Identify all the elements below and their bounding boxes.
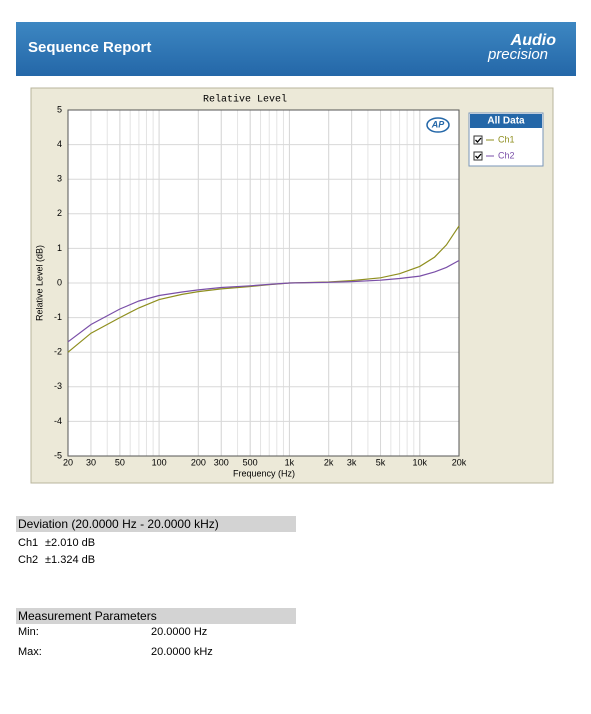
legend-checkbox xyxy=(473,151,483,161)
y-tick-label: 1 xyxy=(57,243,62,253)
report-title: Sequence Report xyxy=(28,39,152,56)
y-tick-label: 3 xyxy=(57,174,62,184)
badge: AP xyxy=(431,119,445,129)
plot-area xyxy=(67,109,460,457)
param-value: 20.0000 Hz xyxy=(151,626,208,638)
legend-header xyxy=(470,114,542,128)
legend-check xyxy=(475,153,482,159)
legend-check xyxy=(475,137,482,143)
x-tick-label: 20k xyxy=(452,457,467,467)
y-tick-label: 0 xyxy=(57,277,62,287)
x-tick-label: 2k xyxy=(324,457,334,467)
section-title: Deviation (20.0000 Hz - 20.0000 kHz) xyxy=(16,516,296,532)
legend-title: All Data xyxy=(487,116,525,127)
deviation-value: ±2.010 dB xyxy=(45,537,96,549)
badge-ring xyxy=(426,117,450,133)
header: Sequence Report Audio precision xyxy=(16,22,576,76)
chart: Relative Level Frequency (Hz) Relative L… xyxy=(30,87,554,484)
logo: precision xyxy=(487,46,548,63)
y-tick-label: -1 xyxy=(54,312,62,322)
deviation-value: ±1.324 dB xyxy=(45,554,96,566)
channel: Ch2 xyxy=(18,554,39,566)
x-tick-label: 200 xyxy=(191,457,206,467)
x-axis-label: Frequency (Hz) xyxy=(233,468,295,478)
param-label: Min: xyxy=(18,626,39,638)
x-tick-label: 300 xyxy=(214,457,229,467)
x-tick-label: 50 xyxy=(115,457,125,467)
legend-label: Ch2 xyxy=(498,150,515,160)
y-tick-label: 4 xyxy=(57,139,62,149)
y-tick-label: -3 xyxy=(54,381,62,391)
y-tick-label: 2 xyxy=(57,208,62,218)
y-tick-label: -5 xyxy=(54,450,62,460)
x-tick-label: 500 xyxy=(243,457,258,467)
legend-checkbox xyxy=(473,135,483,145)
y-tick-label: -4 xyxy=(54,416,62,426)
x-tick-label: 10k xyxy=(413,457,428,467)
x-tick-label: 20 xyxy=(63,457,73,467)
channel: Ch1 xyxy=(18,537,39,549)
x-tick-label: 1k xyxy=(285,457,295,467)
x-tick-label: 30 xyxy=(86,457,96,467)
chart-title: Relative Level xyxy=(203,94,287,106)
x-tick-label: 3k xyxy=(347,457,357,467)
logo: Audio xyxy=(510,32,556,49)
param-label: Max: xyxy=(18,646,42,658)
y-tick-label: 5 xyxy=(57,104,62,114)
legend: All Data Ch1 Ch2 xyxy=(468,112,544,167)
line xyxy=(67,259,460,343)
x-tick-label: 5k xyxy=(376,457,386,467)
section-title: Measurement Parameters xyxy=(16,608,296,624)
y-axis-label: Relative Level (dB) xyxy=(34,245,44,321)
legend-label: Ch1 xyxy=(498,134,515,144)
y-tick-label: -2 xyxy=(54,347,62,357)
param-value: 20.0000 kHz xyxy=(151,646,213,658)
x-tick-label: 100 xyxy=(152,457,167,467)
